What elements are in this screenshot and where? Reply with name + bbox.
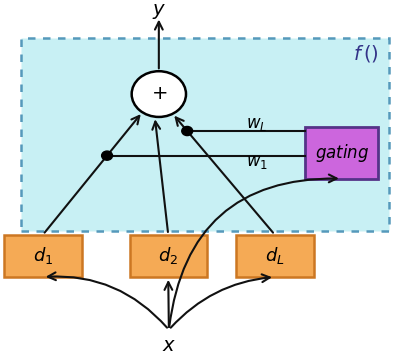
FancyBboxPatch shape	[305, 127, 378, 178]
Text: $+$: $+$	[150, 84, 167, 103]
Circle shape	[182, 126, 193, 136]
FancyBboxPatch shape	[236, 235, 314, 277]
FancyBboxPatch shape	[130, 235, 207, 277]
FancyBboxPatch shape	[21, 38, 389, 231]
Text: $d_2$: $d_2$	[158, 245, 178, 266]
Text: $gating$: $gating$	[315, 142, 369, 164]
FancyBboxPatch shape	[4, 235, 82, 277]
Circle shape	[132, 71, 186, 117]
Text: $d_1$: $d_1$	[33, 245, 53, 266]
Text: $w_L$: $w_L$	[246, 115, 268, 133]
Text: $w_1$: $w_1$	[246, 152, 268, 171]
Text: $f\,()$: $f\,()$	[353, 43, 379, 64]
Circle shape	[102, 151, 112, 160]
Text: $d_L$: $d_L$	[265, 245, 285, 266]
Text: $x$: $x$	[162, 336, 176, 355]
Text: $y$: $y$	[152, 2, 166, 21]
